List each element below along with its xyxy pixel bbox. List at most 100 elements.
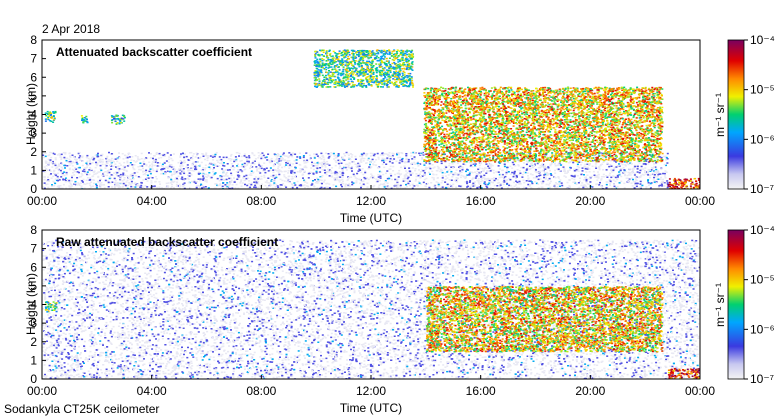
- heatmap-cell: [400, 83, 403, 85]
- heatmap-cell: [79, 159, 82, 161]
- heatmap-cell: [584, 163, 587, 166]
- heatmap-cell: [123, 161, 126, 164]
- heatmap-cell: [522, 158, 525, 160]
- heatmap-cell: [298, 152, 301, 154]
- heatmap-cell: [650, 169, 653, 171]
- heatmap-cell: [455, 186, 458, 188]
- heatmap-cell: [393, 158, 395, 160]
- heatmap-cell: [559, 113, 562, 116]
- heatmap-cell: [191, 169, 194, 172]
- heatmap-cell: [501, 169, 504, 172]
- heatmap-cell: [474, 151, 476, 154]
- heatmap-cell: [230, 181, 233, 183]
- heatmap-cell: [207, 187, 210, 189]
- heatmap-cell: [392, 153, 395, 156]
- heatmap-cell: [548, 182, 551, 185]
- heatmap-cell: [197, 184, 200, 187]
- heatmap-cell: [612, 170, 615, 173]
- heatmap-cell: [338, 79, 341, 81]
- heatmap-cell: [222, 170, 225, 172]
- heatmap-cell: [368, 166, 371, 168]
- heatmap-cell: [255, 181, 258, 183]
- heatmap-cell: [256, 181, 259, 184]
- heatmap-cell: [396, 56, 399, 59]
- heatmap-cell: [54, 162, 57, 165]
- heatmap-cell: [335, 161, 338, 163]
- heatmap-cell: [191, 167, 194, 170]
- heatmap-cell: [637, 164, 639, 167]
- heatmap-cell: [661, 180, 664, 183]
- heatmap-cell: [117, 117, 120, 120]
- heatmap-cell: [559, 179, 562, 181]
- heatmap-cell: [535, 175, 538, 178]
- heatmap-cell: [383, 80, 386, 83]
- heatmap-cell: [179, 164, 182, 167]
- heatmap-cell: [353, 57, 356, 59]
- heatmap-cell: [316, 187, 319, 189]
- heatmap-cell: [567, 154, 569, 157]
- heatmap-cell: [116, 183, 119, 186]
- heatmap-cell: [263, 157, 266, 160]
- heatmap-cell: [275, 176, 278, 179]
- heatmap-cell: [242, 176, 245, 178]
- heatmap-cell: [489, 166, 492, 168]
- heatmap-cell: [341, 176, 344, 178]
- heatmap-cell: [457, 151, 460, 154]
- heatmap-cell: [221, 168, 224, 170]
- heatmap-cell: [361, 55, 364, 58]
- heatmap-cell: [433, 184, 436, 186]
- heatmap-cell: [371, 69, 374, 71]
- heatmap-cell: [362, 82, 365, 85]
- heatmap-cell: [336, 64, 339, 66]
- heatmap-cell: [47, 169, 49, 171]
- heatmap-cell: [260, 167, 263, 170]
- heatmap-cell: [663, 163, 666, 166]
- heatmap-cell: [240, 165, 243, 168]
- heatmap-cell: [383, 56, 386, 58]
- heatmap-cell: [279, 184, 282, 186]
- heatmap-cell: [313, 155, 316, 158]
- heatmap-cell: [149, 168, 152, 170]
- heatmap-cell: [288, 181, 291, 184]
- heatmap-cell: [324, 74, 327, 77]
- heatmap-cell: [460, 171, 463, 174]
- heatmap-cell: [277, 165, 280, 168]
- heatmap-cell: [408, 167, 411, 169]
- heatmap-cell: [362, 68, 365, 70]
- heatmap-cell: [320, 71, 323, 74]
- heatmap-cell: [180, 163, 183, 165]
- heatmap-cell: [116, 171, 119, 174]
- heatmap-cell: [601, 156, 604, 159]
- heatmap-cell: [179, 167, 182, 169]
- heatmap-cell: [323, 64, 326, 67]
- heatmap-cell: [316, 58, 319, 61]
- heatmap-cell: [372, 176, 374, 179]
- heatmap-cell: [221, 169, 224, 172]
- heatmap-cell: [545, 167, 547, 169]
- heatmap-cell: [645, 173, 648, 176]
- heatmap-cell: [573, 181, 576, 183]
- heatmap-cell: [81, 180, 84, 182]
- heatmap-cell: [325, 86, 328, 88]
- heatmap-cell: [148, 161, 151, 163]
- heatmap-cell: [654, 139, 657, 141]
- heatmap-cell: [441, 175, 444, 177]
- heatmap-cell: [352, 72, 355, 74]
- heatmap-cell: [320, 66, 323, 69]
- heatmap-cell: [64, 151, 67, 154]
- heatmap-cell: [351, 181, 354, 183]
- heatmap-cell: [81, 117, 84, 120]
- heatmap-cell: [466, 185, 469, 188]
- heatmap-cell: [442, 175, 444, 178]
- heatmap-cell: [547, 166, 550, 168]
- heatmap-cell: [296, 180, 299, 183]
- heatmap-cell: [386, 72, 389, 74]
- heatmap-cell: [289, 164, 291, 166]
- heatmap-cell: [335, 176, 338, 179]
- heatmap-cell: [133, 164, 136, 166]
- heatmap-cell: [448, 187, 451, 189]
- heatmap-cell: [455, 169, 458, 171]
- heatmap-cell: [321, 54, 324, 56]
- heatmap-cell: [654, 176, 657, 178]
- heatmap-cell: [493, 179, 496, 182]
